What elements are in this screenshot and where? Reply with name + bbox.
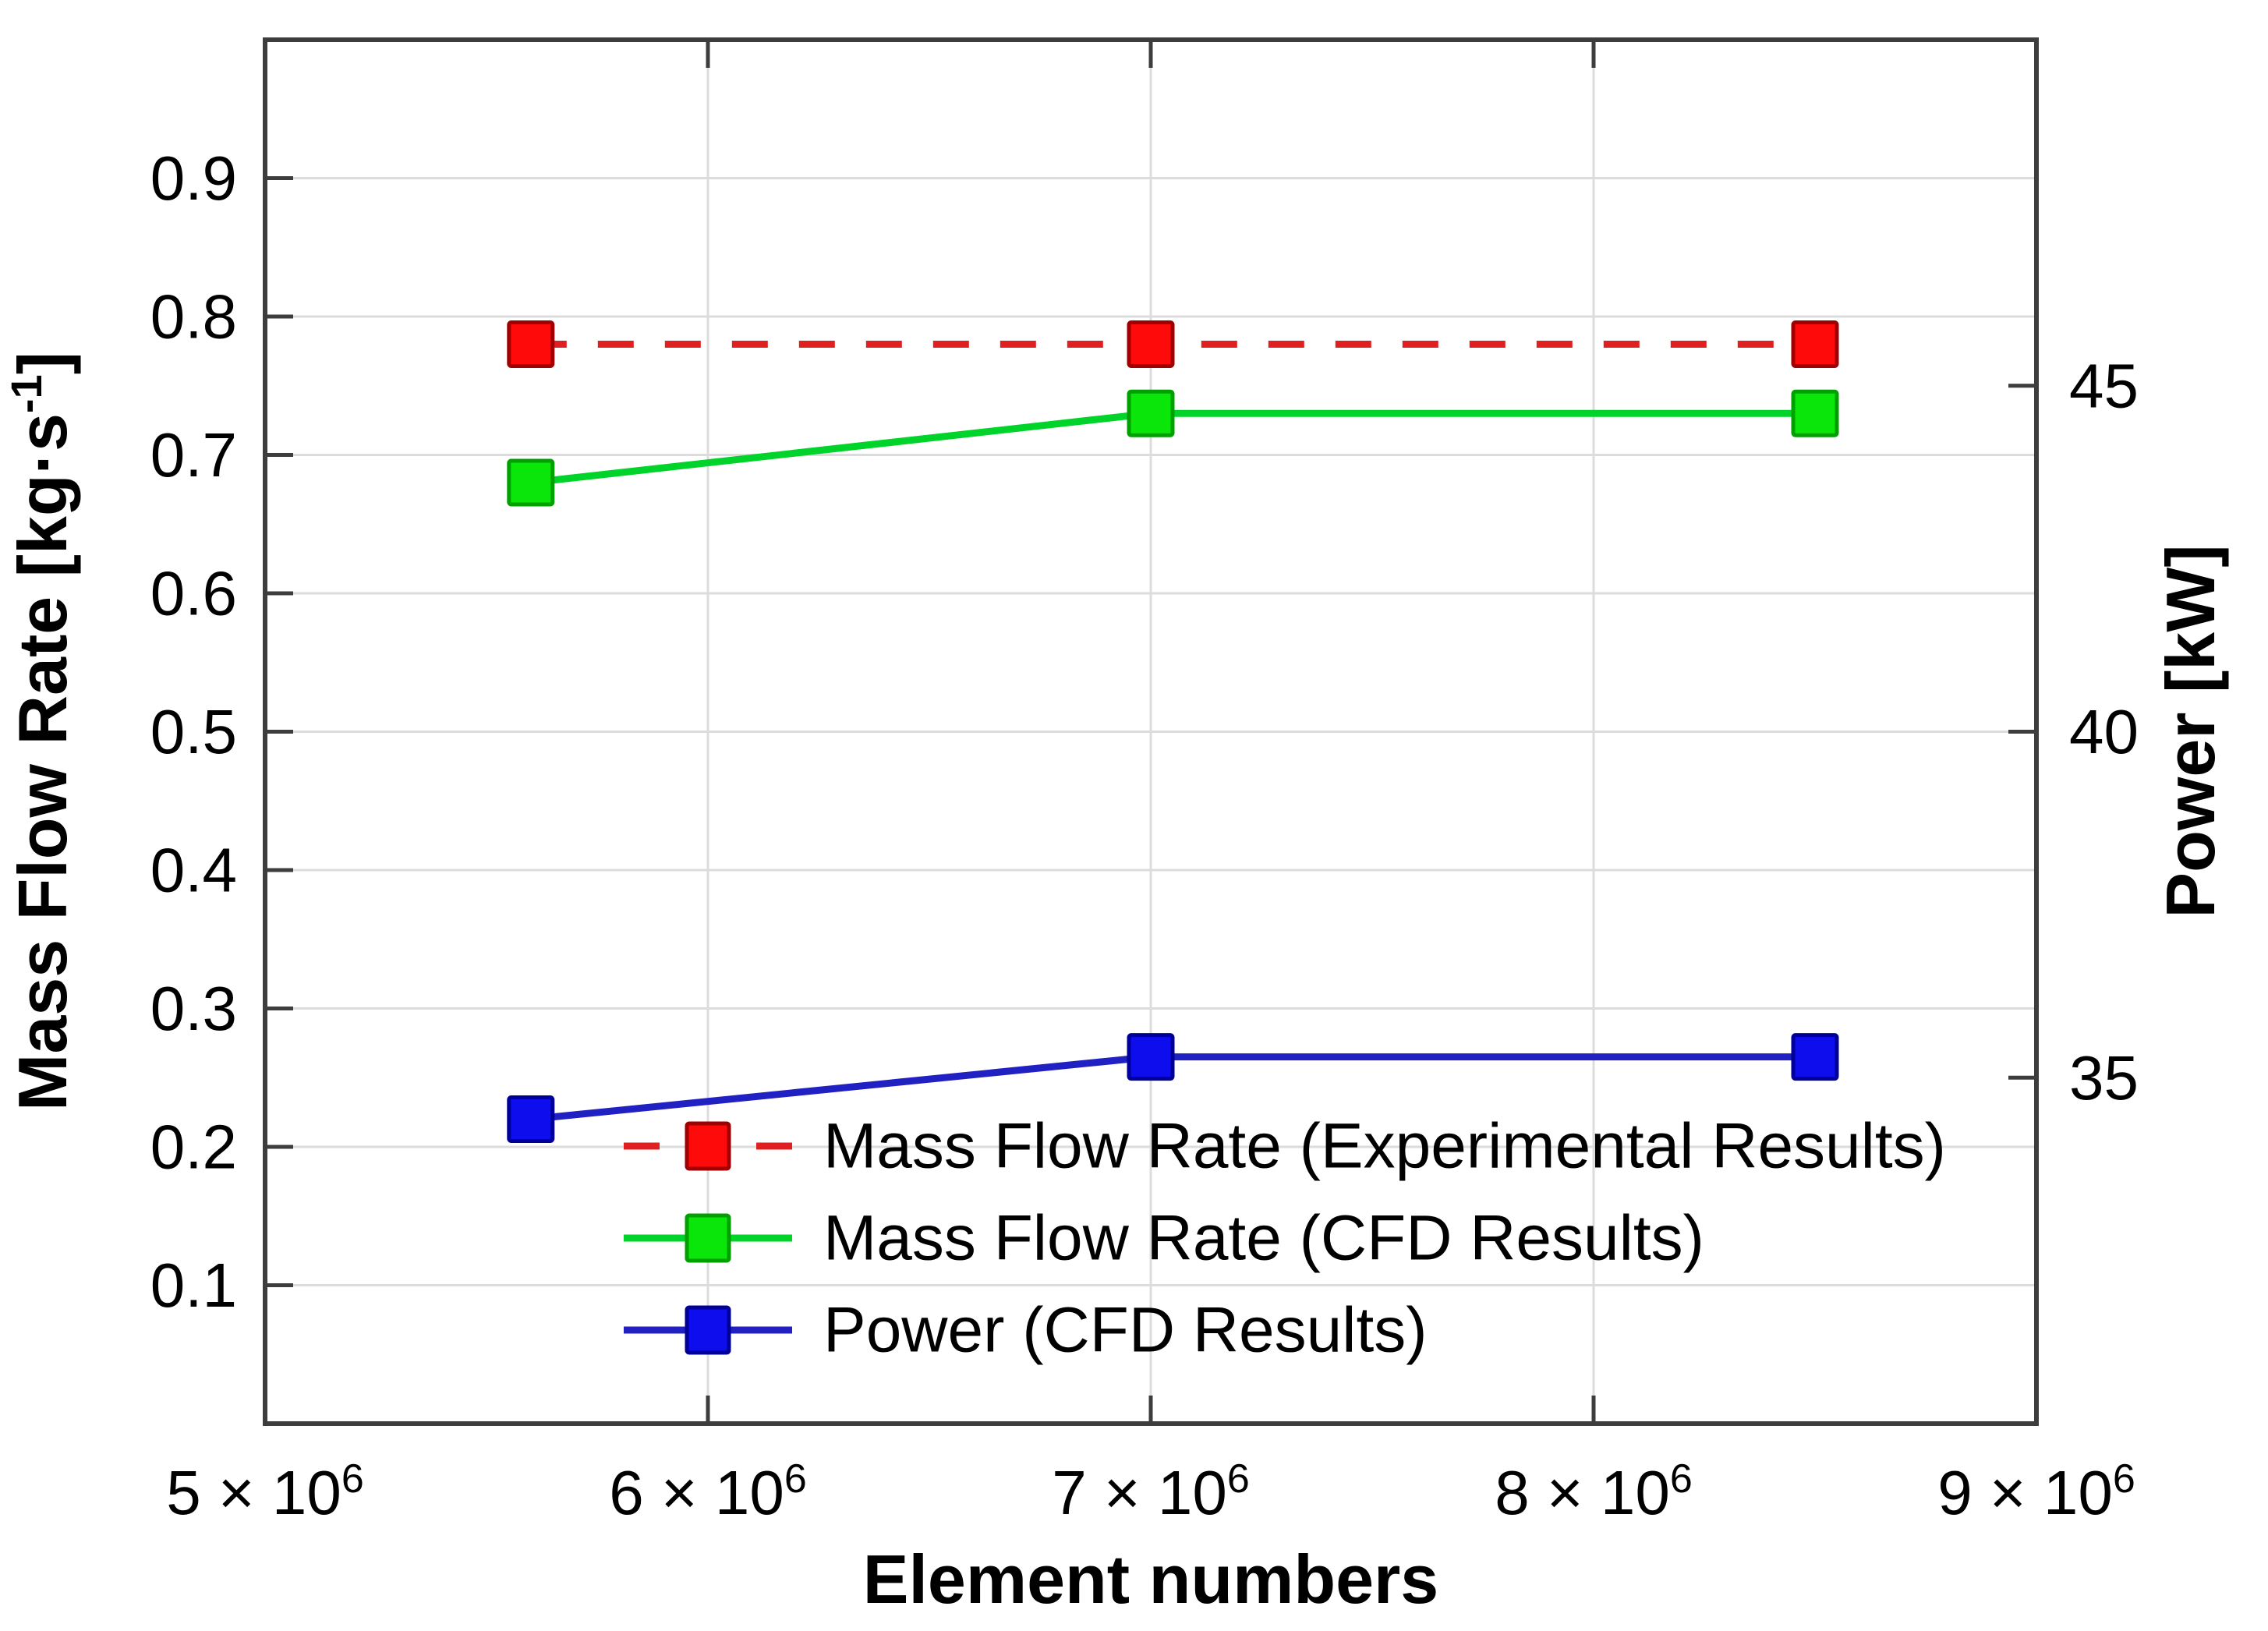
legend-marker — [685, 1213, 731, 1263]
legend-marker — [685, 1121, 731, 1171]
data-point-marker — [507, 1095, 555, 1143]
legend-item: Mass Flow Rate (Experimental Results) — [624, 1111, 1946, 1182]
series-power-cfd — [507, 1033, 1839, 1143]
y-right-tick-label: 35 — [2069, 1043, 2139, 1113]
y-left-tick-label: 0.5 — [150, 697, 237, 766]
y-left-tick-label: 0.4 — [150, 836, 237, 905]
data-point-marker — [507, 458, 555, 507]
legend-label: Mass Flow Rate (CFD Results) — [823, 1203, 1704, 1274]
y-left-tick-label: 0.7 — [150, 420, 237, 490]
x-tick-label: 8 × 106 — [1495, 1456, 1693, 1527]
x-axis-title: Element numbers — [863, 1541, 1438, 1618]
series-mass-flow-rate-experimental — [507, 320, 1839, 368]
x-tick-label: 7 × 106 — [1052, 1456, 1250, 1527]
x-tick-label: 6 × 106 — [609, 1456, 807, 1527]
y-left-tick-label: 0.8 — [150, 282, 237, 352]
data-point-marker — [1127, 320, 1175, 368]
y-left-tick-label: 0.3 — [150, 974, 237, 1043]
legend: Mass Flow Rate (Experimental Results) Mas… — [624, 1111, 1946, 1366]
data-point-marker — [1791, 320, 1839, 368]
series-layer — [507, 320, 1839, 1143]
x-tick-label: 5 × 106 — [166, 1456, 364, 1527]
data-point-marker — [507, 320, 555, 368]
y-left-tick-label: 0.2 — [150, 1113, 237, 1182]
data-point-marker — [1791, 389, 1839, 437]
y-left-tick-label: 0.6 — [150, 559, 237, 628]
y-axis-title-right: Power [kW] — [2152, 544, 2229, 918]
axes-layer — [263, 37, 2039, 1426]
gridlines-layer — [265, 40, 2036, 1424]
data-point-marker — [1127, 1033, 1175, 1081]
legend-item: Power (CFD Results) — [624, 1295, 1428, 1366]
legend-item: Mass Flow Rate (CFD Results) — [624, 1203, 1704, 1274]
x-tick-label: 9 × 106 — [1937, 1456, 2135, 1527]
legend-label: Power (CFD Results) — [823, 1295, 1428, 1366]
y-left-tick-label: 0.9 — [150, 143, 237, 213]
data-point-marker — [1791, 1033, 1839, 1081]
y-right-tick-label: 40 — [2069, 697, 2139, 766]
series-mass-flow-rate-cfd — [507, 389, 1839, 507]
y-left-tick-label: 0.1 — [150, 1251, 237, 1320]
y-axis-title-left: Mass Flow Rate [kg·s-1] — [2, 352, 81, 1111]
tick-labels-layer: 0.1 0.2 0.3 0.4 0.5 0.6 0.7 0.8 0.9 35 40 45 5 × 106… — [150, 143, 2139, 1527]
legend-marker — [685, 1305, 731, 1355]
legend-label: Mass Flow Rate (Experimental Results) — [823, 1111, 1946, 1182]
y-right-tick-label: 45 — [2069, 351, 2139, 420]
data-point-marker — [1127, 389, 1175, 437]
